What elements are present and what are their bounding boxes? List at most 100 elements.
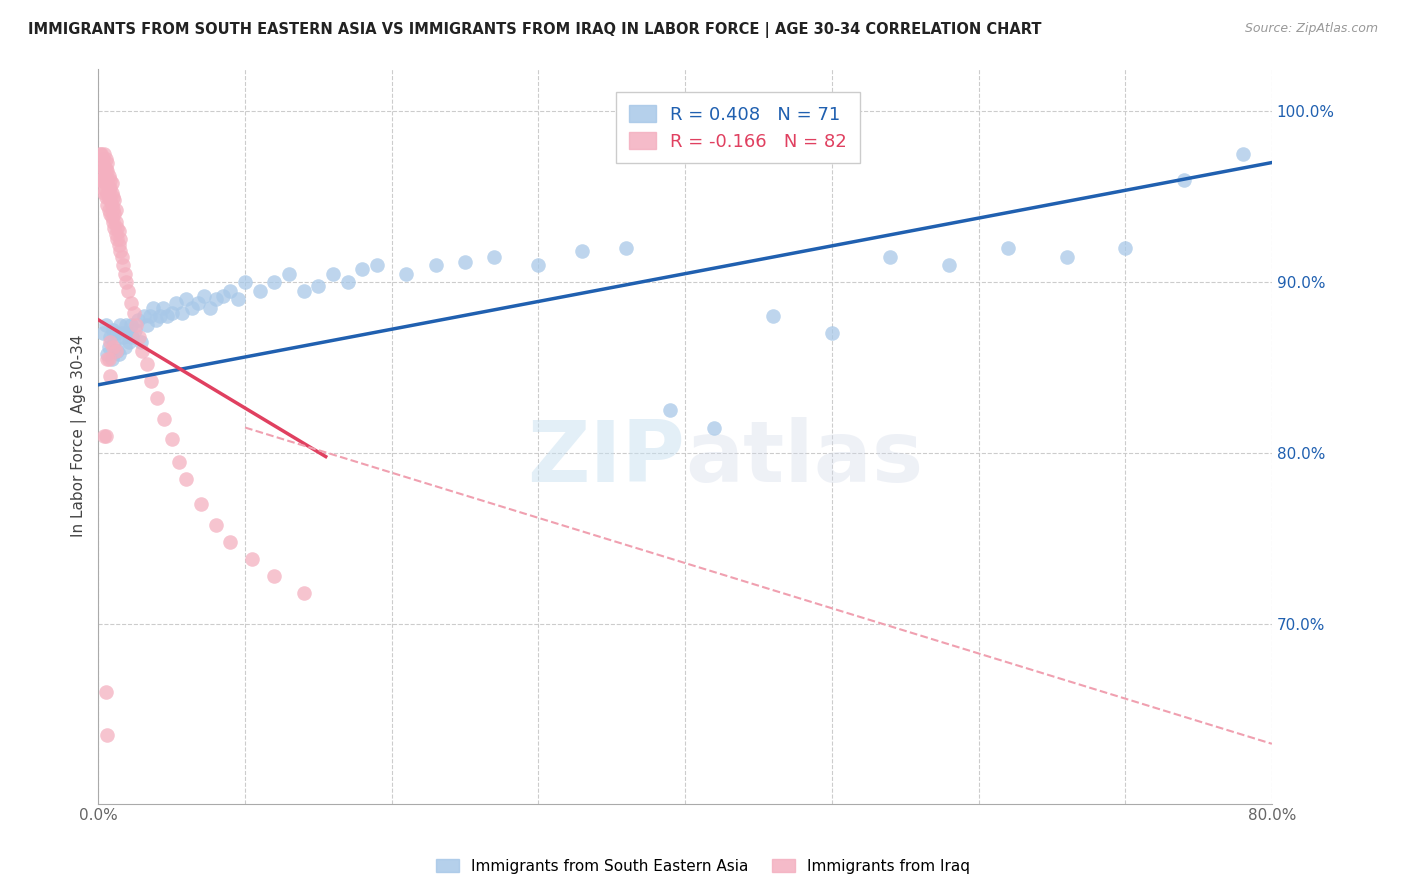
- Point: [121, 330, 143, 344]
- Point: [1173, 172, 1195, 186]
- Point: [176, 472, 198, 486]
- Point: [112, 330, 135, 344]
- Point: [167, 455, 190, 469]
- Point: [263, 569, 285, 583]
- Point: [219, 535, 242, 549]
- Point: [219, 284, 242, 298]
- Point: [94, 152, 117, 166]
- Point: [97, 203, 120, 218]
- Point: [96, 172, 118, 186]
- Point: [152, 301, 174, 315]
- Point: [110, 244, 132, 259]
- Point: [101, 190, 124, 204]
- Point: [97, 169, 120, 184]
- Point: [98, 207, 121, 221]
- Point: [114, 267, 136, 281]
- Point: [103, 193, 125, 207]
- Point: [366, 258, 388, 272]
- Point: [91, 172, 114, 186]
- Point: [91, 164, 114, 178]
- Point: [425, 258, 447, 272]
- Point: [190, 498, 212, 512]
- Point: [101, 203, 124, 218]
- Point: [454, 254, 477, 268]
- Point: [703, 420, 725, 434]
- Point: [616, 241, 638, 255]
- Point: [96, 347, 118, 361]
- Point: [98, 172, 121, 186]
- Point: [233, 275, 256, 289]
- Point: [96, 728, 118, 742]
- Point: [104, 203, 127, 218]
- Point: [212, 289, 235, 303]
- Point: [156, 310, 179, 324]
- Point: [89, 147, 111, 161]
- Point: [94, 429, 117, 443]
- Point: [1232, 147, 1254, 161]
- Point: [90, 147, 112, 161]
- Point: [97, 352, 120, 367]
- Point: [938, 258, 960, 272]
- Point: [100, 186, 122, 201]
- Point: [352, 261, 374, 276]
- Point: [659, 403, 682, 417]
- Point: [124, 323, 146, 337]
- Text: IMMIGRANTS FROM SOUTH EASTERN ASIA VS IMMIGRANTS FROM IRAQ IN LABOR FORCE | AGE : IMMIGRANTS FROM SOUTH EASTERN ASIA VS IM…: [28, 22, 1042, 38]
- Point: [94, 685, 117, 699]
- Point: [879, 250, 901, 264]
- Point: [108, 237, 131, 252]
- Point: [115, 275, 138, 289]
- Point: [336, 275, 359, 289]
- Point: [292, 284, 315, 298]
- Point: [204, 293, 226, 307]
- Text: Source: ZipAtlas.com: Source: ZipAtlas.com: [1244, 22, 1378, 36]
- Point: [135, 318, 157, 332]
- Point: [226, 293, 249, 307]
- Point: [93, 172, 115, 186]
- Point: [129, 334, 152, 349]
- Point: [94, 318, 117, 332]
- Point: [198, 301, 221, 315]
- Point: [118, 334, 141, 349]
- Point: [103, 334, 125, 349]
- Point: [122, 306, 145, 320]
- Point: [131, 343, 153, 358]
- Point: [96, 164, 118, 178]
- Point: [249, 284, 271, 298]
- Point: [117, 326, 139, 341]
- Point: [571, 244, 593, 259]
- Point: [292, 586, 315, 600]
- Point: [1114, 241, 1136, 255]
- Point: [97, 340, 120, 354]
- Point: [307, 278, 329, 293]
- Point: [117, 284, 139, 298]
- Point: [94, 190, 117, 204]
- Point: [110, 232, 132, 246]
- Point: [127, 313, 149, 327]
- Point: [104, 326, 127, 341]
- Point: [135, 357, 157, 371]
- Point: [146, 392, 169, 406]
- Point: [160, 433, 183, 447]
- Point: [160, 306, 183, 320]
- Point: [94, 176, 117, 190]
- Point: [108, 347, 131, 361]
- Point: [278, 267, 301, 281]
- Point: [141, 375, 163, 389]
- Point: [103, 220, 125, 235]
- Point: [176, 293, 198, 307]
- Point: [120, 295, 142, 310]
- Point: [93, 147, 115, 161]
- Text: atlas: atlas: [685, 417, 924, 500]
- Point: [170, 306, 193, 320]
- Point: [94, 162, 117, 177]
- Point: [762, 310, 785, 324]
- Point: [187, 295, 209, 310]
- Point: [100, 176, 122, 190]
- Point: [484, 250, 506, 264]
- Point: [93, 429, 115, 443]
- Point: [101, 340, 124, 354]
- Point: [145, 313, 167, 327]
- Point: [165, 295, 187, 310]
- Point: [125, 318, 148, 332]
